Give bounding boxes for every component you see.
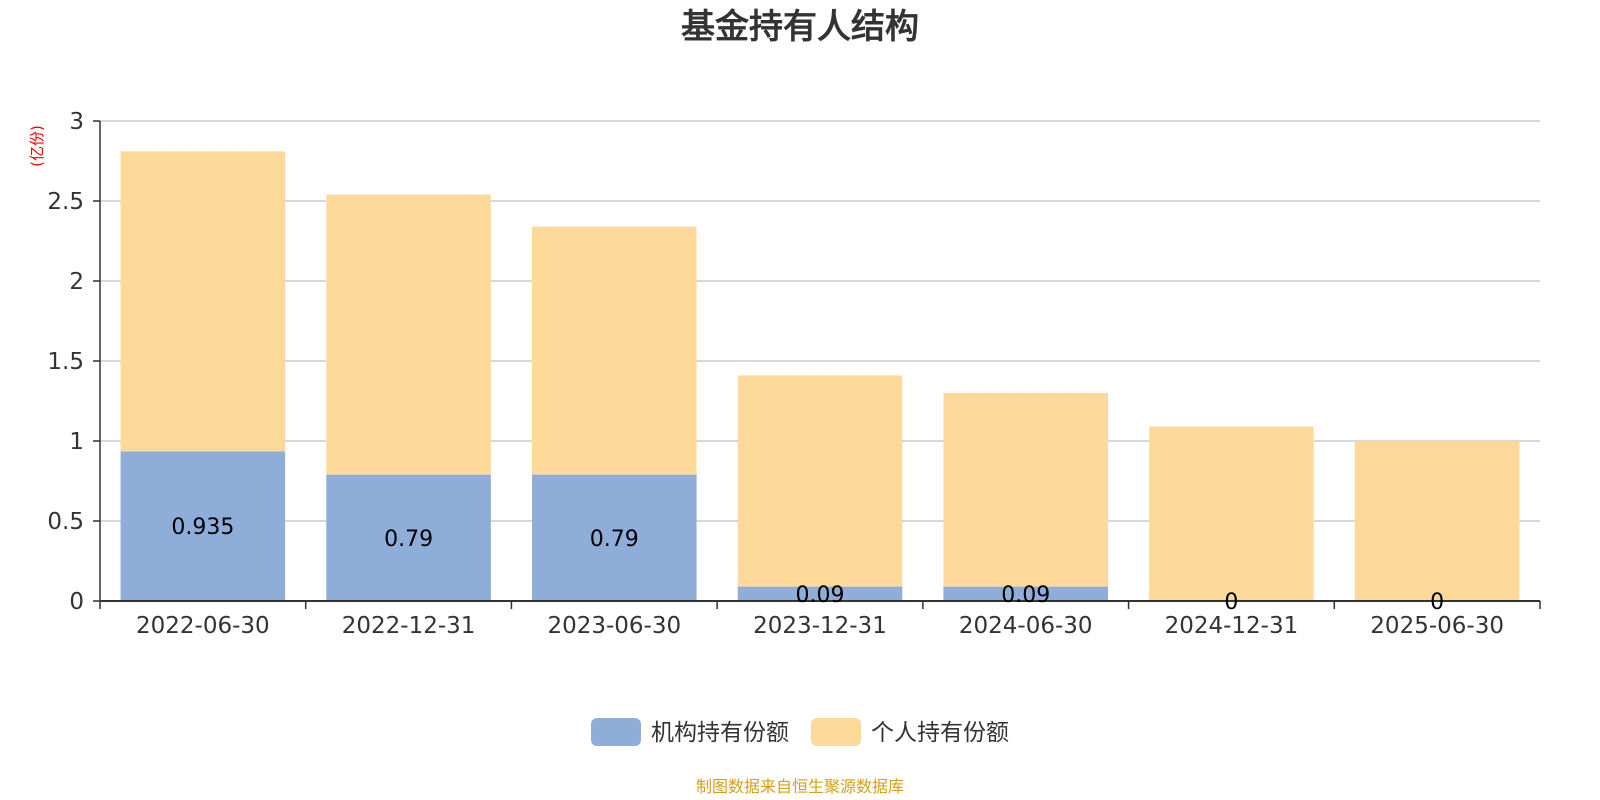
bar-individual: [1149, 426, 1314, 601]
legend-swatch: [811, 718, 861, 746]
bar-individual: [120, 151, 286, 452]
data-label: 0.09: [1001, 583, 1050, 608]
x-tick-label: 2024-12-31: [1165, 613, 1299, 639]
bar-institutional: [326, 474, 491, 601]
y-tick-label: 0: [69, 589, 84, 615]
legend-label: 个人持有份额: [871, 720, 1009, 746]
bar-institutional: [943, 586, 1108, 601]
bar-individual: [737, 375, 903, 587]
bars-group: [120, 151, 1520, 601]
data-labels-group: 0.935 0.79 0.79 0.09 0.09 0 0: [171, 515, 1444, 615]
axes-group: 0 0.5 1 1.5 2 2.5 3 2022-06-30 2022-12-31 2023-06…: [47, 109, 1541, 639]
data-label: 0: [1430, 590, 1444, 615]
y-tick-label: 2: [69, 269, 84, 295]
data-label: 0.935: [171, 515, 234, 540]
y-tick-label: 3: [69, 109, 84, 135]
legend: 机构持有份额 个人持有份额: [591, 718, 1009, 746]
x-tick-label: 2022-06-30: [136, 613, 270, 639]
legend-swatch: [591, 718, 641, 746]
y-tick-label: 1.5: [47, 349, 84, 375]
x-tick-label: 2024-06-30: [959, 613, 1093, 639]
bar-institutional: [120, 451, 286, 601]
data-label: 0.79: [590, 527, 639, 552]
x-tick-label: 2025-06-30: [1370, 613, 1504, 639]
chart-title: 基金持有人结构: [681, 7, 919, 47]
bar-institutional: [737, 586, 903, 601]
data-label: 0.79: [384, 527, 433, 552]
bar-institutional: [532, 474, 697, 601]
y-tick-label: 2.5: [47, 189, 84, 215]
x-tick-label: 2022-12-31: [342, 613, 476, 639]
bar-individual: [326, 194, 491, 475]
legend-label: 机构持有份额: [651, 720, 789, 746]
bar-individual: [532, 226, 697, 475]
y-axis-unit: (亿份): [28, 125, 46, 167]
y-tick-label: 1: [69, 429, 84, 455]
data-label: 0: [1224, 590, 1238, 615]
bar-individual: [943, 393, 1108, 587]
y-tick-label: 0.5: [47, 509, 84, 535]
source-note: 制图数据来自恒生聚源数据库: [696, 777, 904, 796]
x-tick-label: 2023-06-30: [547, 613, 681, 639]
x-tick-label: 2023-12-31: [753, 613, 887, 639]
data-label: 0.09: [796, 583, 845, 608]
bar-individual: [1354, 441, 1520, 601]
